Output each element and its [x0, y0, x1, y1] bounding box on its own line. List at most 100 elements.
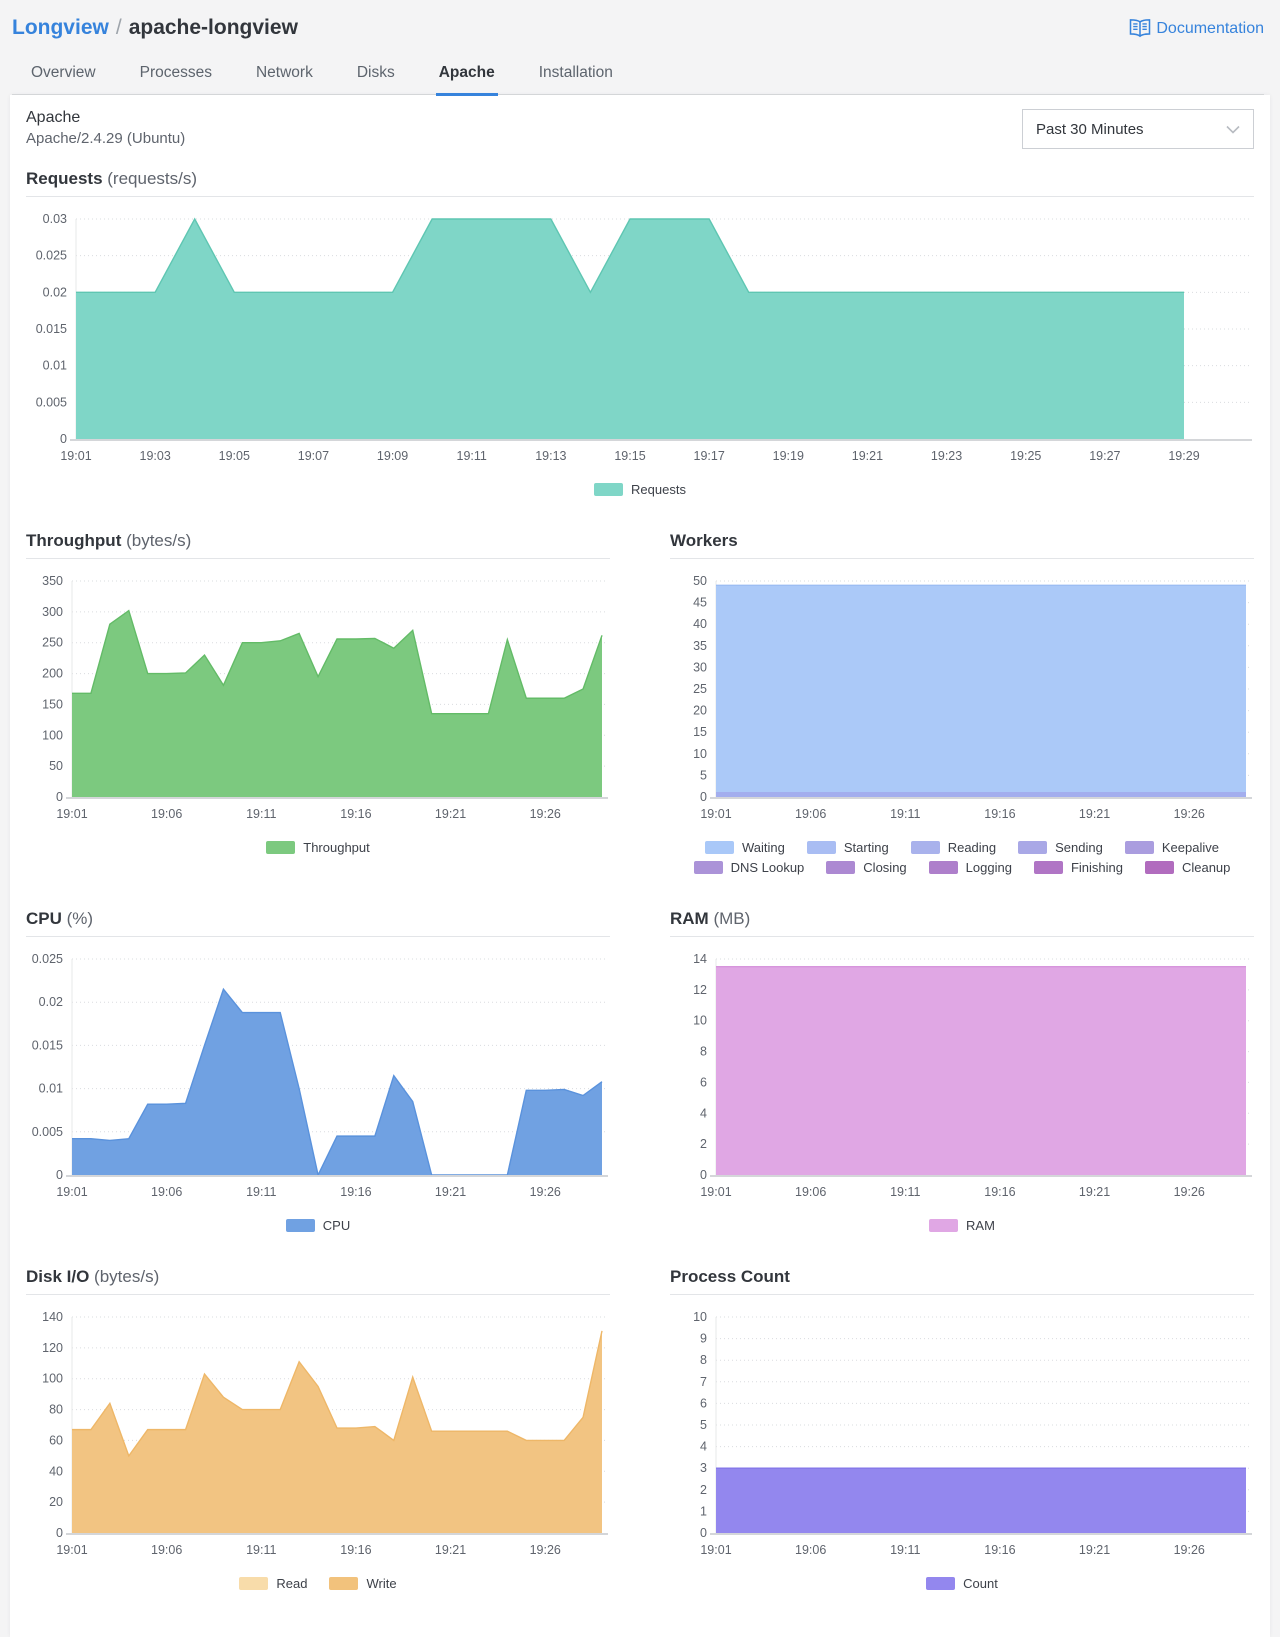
process-count-plot: 0 1 2 3 4 5 6 7 8 9 10 19:01 19:06 19:11 19:16 19:21 19:…: [693, 1310, 1252, 1557]
legend-item-ram: RAM: [929, 1218, 995, 1233]
svg-text:0.015: 0.015: [32, 1038, 63, 1052]
legend-row: Requests: [583, 482, 697, 497]
svg-text:19:06: 19:06: [151, 1543, 182, 1557]
svg-text:19:11: 19:11: [890, 1543, 920, 1557]
breadcrumb: Longview / apache-longview: [12, 16, 298, 40]
breadcrumb-longview-link[interactable]: Longview: [12, 16, 109, 39]
svg-text:2: 2: [700, 1137, 707, 1151]
legend-item-sending: Sending: [1018, 840, 1103, 855]
process-count-section: Process Count 0 1 2 3 4 5 6 7 8 9 10 19:01 19:06 19:1…: [670, 1267, 1254, 1591]
legend-label: Keepalive: [1161, 840, 1219, 855]
svg-text:19:06: 19:06: [795, 1543, 826, 1557]
legend-label: Requests: [631, 482, 686, 497]
svg-text:19:26: 19:26: [1174, 807, 1205, 821]
svg-text:25: 25: [693, 682, 707, 696]
legend-item-cleanup: Cleanup: [1144, 860, 1230, 875]
legend-item-dns-lookup: DNS Lookup: [693, 860, 805, 875]
chart-unit: (bytes/s): [94, 1267, 160, 1286]
chart-unit: (%): [66, 909, 94, 928]
svg-text:19:11: 19:11: [246, 1543, 276, 1557]
legend-swatch: [693, 861, 723, 874]
svg-text:0: 0: [56, 790, 63, 804]
svg-text:19:01: 19:01: [700, 1185, 731, 1199]
tab-overview[interactable]: Overview: [31, 64, 96, 81]
breadcrumb-separator: /: [115, 16, 122, 39]
documentation-link[interactable]: Documentation: [1129, 19, 1264, 38]
legend-item-write: Write: [329, 1576, 397, 1591]
legend-item-starting: Starting: [806, 840, 889, 855]
svg-text:19:23: 19:23: [931, 449, 962, 463]
legend-swatch: [826, 861, 856, 874]
throughput-plot: 0 50 100 150 200 250 300 350 19:01 19:06 19:11 19:1…: [42, 574, 608, 821]
svg-text:12: 12: [693, 983, 707, 997]
time-range-value: Past 30 Minutes: [1036, 120, 1144, 138]
legend-row: Count: [915, 1576, 1009, 1591]
workers-plot: 0 5 10 15 20 25 30 35 40 45 50 19:01 19:06 19:11 19:16…: [693, 574, 1252, 821]
svg-text:0: 0: [700, 1526, 707, 1540]
svg-text:0: 0: [56, 1168, 63, 1182]
svg-text:120: 120: [42, 1341, 63, 1355]
apache-panel: Apache Apache/2.4.29 (Ubuntu) Past 30 Mi…: [10, 95, 1270, 1637]
legend-item-logging: Logging: [928, 860, 1012, 875]
legend-label: CPU: [322, 1218, 351, 1233]
chart-unit: (bytes/s): [126, 531, 192, 550]
svg-text:19:26: 19:26: [530, 807, 561, 821]
legend-swatch: [594, 483, 624, 496]
svg-text:8: 8: [700, 1045, 707, 1059]
panel-title: Apache: [26, 109, 81, 126]
legend-row: DNS Lookup Closing Logging Finishing Cleanup: [683, 860, 1242, 875]
svg-text:19:26: 19:26: [1174, 1185, 1205, 1199]
legend-swatch: [929, 1219, 959, 1232]
svg-text:6: 6: [700, 1075, 707, 1089]
legend-label: Write: [366, 1576, 397, 1591]
legend-label: Count: [963, 1576, 998, 1591]
tab-disks[interactable]: Disks: [356, 64, 395, 81]
chart-title: Workers: [670, 531, 738, 550]
svg-text:19:16: 19:16: [340, 1543, 371, 1557]
tab-apache[interactable]: Apache: [435, 56, 498, 96]
svg-text:6: 6: [700, 1396, 707, 1410]
tab-installation[interactable]: Installation: [538, 64, 613, 81]
svg-text:19:29: 19:29: [1168, 449, 1199, 463]
svg-text:19:07: 19:07: [298, 449, 329, 463]
legend-row: Throughput: [255, 840, 381, 855]
legend-swatch: [910, 841, 940, 854]
svg-text:19:11: 19:11: [246, 807, 276, 821]
svg-text:19:01: 19:01: [56, 807, 87, 821]
tab-processes[interactable]: Processes: [139, 64, 212, 81]
legend-item-keepalive: Keepalive: [1124, 840, 1219, 855]
workers-section: Workers 0 5 10 15 20 25 30 35 40 45 50 19:01 19:06 19…: [670, 531, 1254, 875]
legend-row: Read Write: [228, 1576, 407, 1591]
svg-text:19:06: 19:06: [795, 807, 826, 821]
chart-title: CPU: [26, 909, 62, 928]
svg-text:19:09: 19:09: [377, 449, 408, 463]
ram-legend: RAM: [670, 1218, 1254, 1233]
svg-text:350: 350: [42, 574, 63, 588]
requests-section: Requests (requests/s) 0 0.005 0.01 0.015 0.0…: [26, 169, 1254, 497]
svg-text:40: 40: [49, 1464, 63, 1478]
svg-text:10: 10: [693, 747, 707, 761]
requests-legend: Requests: [26, 482, 1254, 497]
cpu-plot: 0 0.005 0.01 0.015 0.02 0.025 19:01 19:06 19:11 1…: [32, 952, 608, 1199]
svg-text:19:16: 19:16: [984, 1543, 1015, 1557]
svg-text:0.03: 0.03: [43, 212, 67, 226]
legend-label: DNS Lookup: [730, 860, 805, 875]
svg-text:0.015: 0.015: [36, 322, 67, 336]
svg-text:0.01: 0.01: [43, 359, 67, 373]
svg-text:19:16: 19:16: [340, 1185, 371, 1199]
time-range-select[interactable]: Past 30 Minutes: [1022, 109, 1254, 149]
svg-text:19:17: 19:17: [694, 449, 725, 463]
tab-network[interactable]: Network: [255, 64, 313, 81]
legend-row: CPU: [275, 1218, 361, 1233]
svg-text:7: 7: [700, 1375, 707, 1389]
svg-text:19:11: 19:11: [246, 1185, 276, 1199]
svg-text:0.02: 0.02: [39, 995, 63, 1009]
svg-text:19:01: 19:01: [56, 1543, 87, 1557]
chart-title: Disk I/O: [26, 1267, 90, 1286]
svg-text:19:15: 19:15: [614, 449, 645, 463]
svg-text:50: 50: [49, 759, 63, 773]
svg-text:5: 5: [700, 768, 707, 782]
legend-label: RAM: [966, 1218, 995, 1233]
workers-chart: 0 5 10 15 20 25 30 35 40 45 50 19:01 19:06 19:11 19:16…: [670, 567, 1254, 832]
svg-text:80: 80: [49, 1403, 63, 1417]
